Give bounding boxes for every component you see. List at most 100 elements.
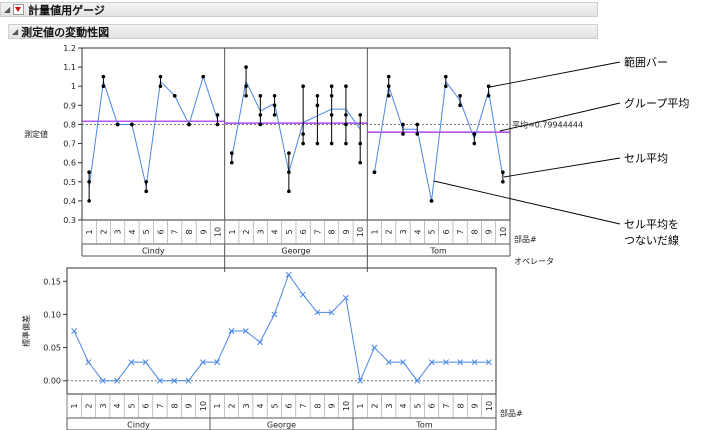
std-dev-line (73, 273, 489, 383)
std-dev-marker (485, 359, 492, 366)
std-dev-marker (171, 377, 178, 384)
observation-point (486, 93, 491, 98)
cell-mean-pointer (503, 157, 621, 178)
part-tick-label: 10 (199, 401, 208, 411)
y-tick-label: 0.7 (63, 140, 76, 149)
connector-line-annotation-2: つないだ線 (624, 233, 679, 247)
y-axis-label: 標準偏差 (21, 315, 31, 347)
part-tick-label: 1 (356, 403, 365, 408)
cell-mean-line (231, 79, 361, 173)
observation-point (458, 93, 462, 98)
part-tick-label: 1 (228, 229, 237, 234)
observation-point (101, 74, 106, 79)
part-tick-label: 3 (114, 229, 123, 234)
observation-point (358, 160, 363, 165)
observation-point (329, 141, 334, 146)
observation-point (386, 93, 391, 98)
std-dev-marker (471, 359, 478, 366)
gauge-report-header[interactable]: ◢ 計量値用ゲージ (0, 2, 598, 17)
observation-point (187, 122, 191, 127)
part-tick-label: 9 (328, 403, 337, 408)
part-tick-label: 3 (99, 403, 108, 408)
part-tick-label: 10 (499, 227, 508, 237)
observation-point (244, 84, 248, 89)
observation-point (358, 113, 363, 117)
cell-mean-annotation: セル平均 (624, 152, 668, 165)
part-tick-label: 4 (399, 403, 408, 408)
part-tick-label: 7 (456, 229, 465, 234)
part-tick-label: 6 (299, 229, 308, 234)
part-tick-label: 5 (142, 229, 151, 234)
part-tick-label: 5 (413, 403, 422, 408)
observation-point (230, 160, 234, 165)
report-title: 計量値用ゲージ (28, 3, 105, 17)
part-tick-label: 6 (442, 229, 451, 234)
part-tick-label: 2 (227, 403, 236, 408)
observation-point (301, 141, 305, 146)
observation-point (101, 84, 106, 89)
operator-label: George (267, 421, 296, 430)
observation-point (386, 74, 391, 79)
observation-point (215, 113, 220, 117)
observation-point (501, 179, 505, 184)
observation-point (144, 179, 148, 184)
y-tick-label: 1.1 (63, 63, 76, 72)
y-tick-label: 0.4 (63, 197, 76, 206)
part-tick-label: 8 (313, 403, 322, 408)
observation-point (287, 189, 291, 194)
std-dev-marker (428, 359, 435, 366)
std-dev-marker (357, 377, 364, 384)
observation-point (344, 84, 348, 89)
part-tick-label: 7 (313, 229, 322, 234)
part-tick-label: 10 (342, 401, 351, 411)
part-tick-label: 8 (470, 229, 479, 234)
observation-point (486, 84, 491, 89)
observation-point (272, 103, 277, 108)
variability-chart-header[interactable]: ◢ 測定値の変動性図 (8, 24, 598, 39)
std-dev-marker (414, 377, 421, 384)
observation-point (87, 179, 91, 184)
y-tick-label: 0.15 (43, 277, 61, 286)
cell-mean-line (88, 75, 219, 188)
disclosure-triangle-icon[interactable]: ◢ (12, 27, 19, 36)
x-level-label-part: 部品# (500, 408, 523, 418)
operator-label: Cindy (142, 247, 165, 256)
red-triangle-menu-icon[interactable] (13, 4, 25, 15)
part-tick-label: 9 (471, 403, 480, 408)
part-tick-label: 2 (242, 229, 251, 234)
part-tick-label: 4 (256, 403, 265, 408)
part-tick-label: 7 (171, 229, 180, 234)
part-tick-label: 9 (199, 229, 208, 234)
std-dev-marker (285, 271, 292, 278)
std-dev-marker (257, 339, 264, 346)
std-dev-marker (342, 294, 349, 301)
observation-point (287, 170, 291, 175)
part-tick-label: 3 (385, 403, 394, 408)
observation-point (329, 93, 334, 98)
part-tick-label: 4 (113, 403, 122, 408)
part-tick-label: 8 (185, 229, 194, 234)
observation-point (444, 84, 448, 89)
std-dev-marker (156, 377, 163, 384)
operator-label: Cindy (127, 421, 150, 430)
observation-point (358, 141, 363, 146)
operator-label: Tom (430, 247, 447, 256)
part-tick-label: 7 (442, 403, 451, 408)
observation-point (401, 132, 405, 136)
observation-point (429, 199, 434, 203)
plot-frame (81, 47, 511, 221)
part-tick-label: 8 (170, 403, 179, 408)
std-dev-marker (228, 328, 235, 334)
part-tick-label: 2 (99, 229, 108, 234)
std-dev-marker (271, 311, 278, 318)
std-dev-marker (142, 359, 149, 366)
x-level-label-part: 部品# (514, 234, 537, 244)
observation-point (329, 84, 334, 89)
observation-point (415, 132, 420, 136)
std-dev-marker (385, 359, 392, 366)
part-tick-label: 6 (428, 403, 437, 408)
part-tick-label: 1 (370, 229, 379, 234)
disclosure-triangle-icon[interactable]: ◢ (4, 5, 11, 14)
